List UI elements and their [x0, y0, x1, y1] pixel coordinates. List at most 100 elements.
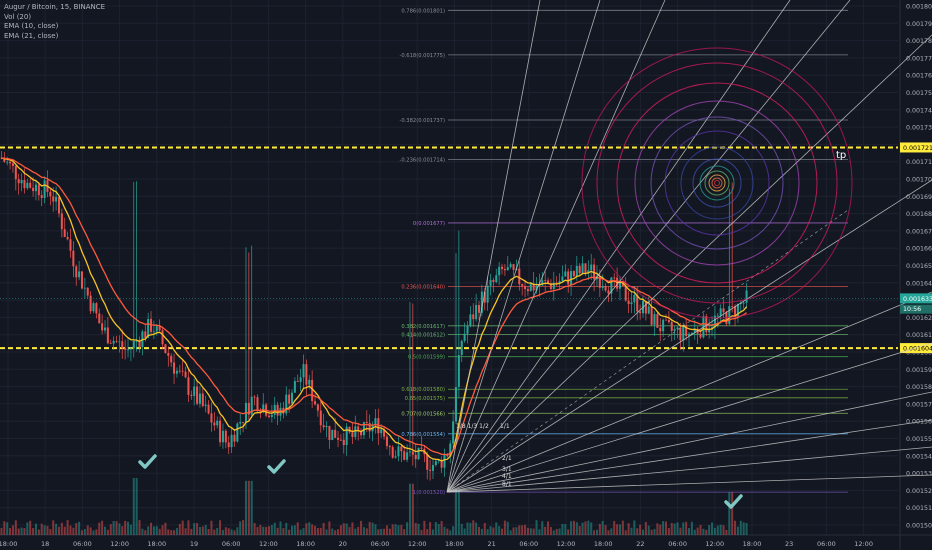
candle-body — [345, 426, 348, 446]
candle-body — [155, 326, 158, 332]
gann-fan-line — [446, 291, 932, 493]
candle-body — [745, 290, 748, 303]
candle-body — [512, 264, 515, 270]
fib-circle — [699, 165, 735, 201]
candle-body — [699, 333, 702, 338]
volume-bar — [75, 523, 78, 535]
volume-bar — [696, 527, 699, 535]
volume-bar — [69, 525, 72, 535]
candle-body — [587, 270, 590, 274]
candle-body — [492, 279, 495, 283]
volume-bar — [460, 523, 463, 535]
volume-bar — [457, 489, 460, 535]
fib-level-label: -0.382(0.001737) — [399, 118, 445, 124]
candle-body — [472, 314, 475, 320]
volume-bar — [141, 528, 144, 535]
volume-bar — [423, 520, 426, 535]
candle-body — [11, 163, 14, 167]
candle-body — [506, 267, 509, 271]
candle-body — [469, 314, 472, 327]
volume-bar — [380, 528, 383, 535]
candle-body — [417, 447, 420, 460]
candle-body — [403, 451, 406, 460]
countdown-label: 10:56 — [903, 306, 921, 313]
legend-ema21: EMA (21, close) — [4, 31, 59, 40]
volume-bar — [503, 520, 506, 535]
ema10-line — [1, 157, 748, 462]
fib-level-label: 0.786(0.001554) — [401, 432, 445, 438]
volume-bar — [480, 528, 483, 535]
volume-bar — [288, 529, 291, 535]
volume-bar — [302, 528, 305, 535]
volume-bar — [164, 522, 167, 535]
candle-body — [521, 284, 524, 287]
candle-body — [276, 404, 279, 416]
gann-fan-label: 4/1 — [502, 473, 512, 480]
candle-body — [98, 313, 101, 324]
candle-body — [627, 300, 630, 305]
volume-bar — [247, 480, 250, 535]
candle-body — [109, 343, 112, 345]
fib-level-label: 0.65(0.001575) — [405, 396, 445, 402]
volume-bar — [414, 523, 417, 535]
candle-body — [92, 303, 95, 312]
candle-body — [316, 404, 319, 411]
volume-bar — [394, 524, 397, 535]
candle-body — [483, 291, 486, 303]
volume-bar — [656, 523, 659, 535]
candle-body — [713, 315, 716, 328]
volume-bar — [328, 521, 331, 535]
volume-bar — [541, 521, 544, 535]
candle-body — [184, 371, 187, 378]
candle-body — [690, 332, 693, 334]
volume-bar — [291, 525, 294, 535]
candle-body — [9, 161, 12, 164]
volume-bar — [20, 527, 23, 535]
candle-body — [250, 396, 253, 415]
gann-fan-line — [446, 0, 541, 493]
volume-bar — [368, 521, 371, 535]
candle-body — [152, 331, 155, 333]
candle-body — [509, 264, 512, 268]
candle-body — [437, 460, 440, 462]
candle-body — [452, 421, 455, 444]
candle-body — [572, 271, 575, 277]
candle-body — [570, 271, 573, 285]
candle-body — [644, 300, 647, 314]
candle-body — [561, 276, 564, 282]
volume-bar — [575, 522, 578, 535]
tp-annotation: tp — [836, 150, 846, 161]
gann-fan-line — [446, 391, 932, 493]
candle-body — [259, 411, 262, 413]
candle-body — [633, 294, 636, 303]
volume-bar — [633, 520, 636, 535]
volume-bar — [506, 521, 509, 535]
candle-body — [325, 425, 328, 428]
volume-bar — [118, 523, 121, 535]
volume-bar — [690, 521, 693, 535]
volume-bar — [57, 526, 60, 535]
volume-bar — [325, 529, 328, 535]
candle-body — [716, 315, 719, 317]
volume-bar — [647, 525, 650, 535]
candle-body — [3, 157, 6, 162]
volume-bar — [285, 522, 288, 535]
volume-bar — [521, 525, 524, 535]
candle-body — [14, 166, 17, 180]
fib-level-label: 0.707(0.001566) — [401, 411, 445, 417]
candle-body — [311, 379, 314, 402]
volume-bar — [524, 524, 527, 535]
volume-bar — [167, 529, 170, 535]
volume-bar — [296, 522, 299, 535]
gann-fan-line — [446, 474, 932, 493]
volume-bar — [391, 524, 394, 535]
candle-body — [319, 410, 322, 426]
candle-body — [328, 425, 331, 440]
candle-body — [164, 344, 167, 353]
volume-bar — [158, 528, 161, 535]
candle-body — [181, 370, 184, 372]
x-tick-label: 12:00 — [557, 540, 576, 548]
